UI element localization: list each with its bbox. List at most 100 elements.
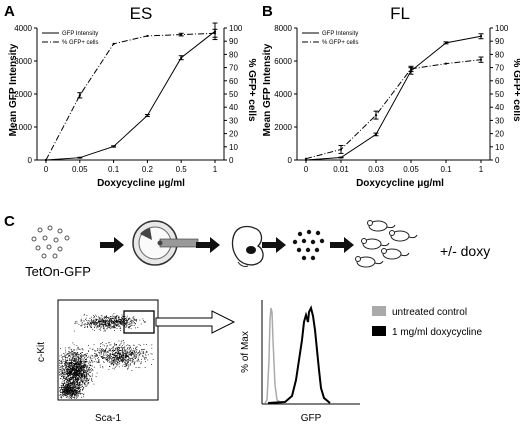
dot-plot-event [94,322,96,324]
dot-plot-event [90,316,92,318]
dot-plot-event [82,394,84,396]
chart-fl-point [374,133,378,136]
dot-plot-event [113,364,114,365]
dot-plot-event [64,388,65,390]
dot-plot-event [127,364,129,366]
dot-plot-event [130,325,132,327]
dot-plot-event [71,354,73,356]
dot-plot-event [72,367,74,368]
dot-plot-event [81,373,82,375]
dot-plot-event [69,390,71,391]
dot-plot-event [73,393,74,395]
dot-plot-event [82,380,84,382]
dot-plot-event [66,383,68,385]
dot-plot-event [78,382,80,384]
dot-plot-event [71,397,72,399]
dot-plot-event [117,320,118,322]
dot-plot-event [99,324,101,325]
dot-plot-event [68,368,69,370]
dot-plot-event [63,383,65,384]
dot-plot-event [112,327,114,329]
dot-plot-event [74,385,76,387]
dot-plot-event [70,390,71,392]
chart-fl-y2tick-label: 90 [495,37,504,46]
dot-plot-event [62,390,64,392]
dot-plot-event [62,356,63,358]
chart-es-series-1-line [45,30,216,161]
dot-plot-event [76,375,78,376]
dot-plot-event [73,355,75,357]
dot-plot-event [67,364,69,365]
dot-plot-event [74,352,76,353]
dot-plot-event [76,384,78,386]
dot-plot-event [140,323,142,325]
dot-plot-event [91,377,92,379]
dot-plot-event [66,394,68,395]
dot-plot-event [70,393,72,395]
dot-plot-event [103,327,104,329]
dot-plot-event [79,363,81,365]
dot-plot-event [119,327,121,329]
dot-plot-event [73,386,75,388]
chart-fl-y2tick-label: 80 [495,50,504,59]
dot-plot-event [64,391,66,393]
dot-plot-event [125,365,127,367]
dot-plot-event [83,375,85,376]
dot-plot-event [123,347,125,349]
dot-plot-event [107,321,109,323]
dot-plot-event [64,369,65,370]
dot-plot-event [92,361,93,363]
dot-plot-event [122,349,123,350]
dot-plot-event [138,359,139,360]
chart-fl-xtick-label: 0.03 [368,165,384,174]
dot-plot-event [70,385,72,386]
dot-plot-event [80,380,82,382]
dot-plot-event [71,351,73,352]
dot-plot-event [66,395,68,397]
dot-plot-event [69,366,71,368]
dot-plot-event [132,352,134,353]
dot-plot-event [80,368,82,369]
dot-plot-event [71,372,73,374]
dot-plot-event [70,382,71,383]
dot-plot-event [81,366,83,367]
dot-plot-event [114,319,115,321]
dot-plot-event [71,391,73,393]
dot-plot-event [126,363,128,365]
dot-plot-event [74,387,76,389]
dot-plot-event [83,371,85,373]
dot-plot-event [107,320,109,322]
dot-plot-event [121,355,122,356]
dot-plot-event [100,350,102,351]
chart-es-point [146,34,149,38]
dot-plot-event [118,322,120,324]
chart-fl-ytick-label: 0 [288,156,293,165]
dot-plot-event [68,384,69,385]
dot-plot-event [59,373,60,375]
dot-plot-event [142,355,144,356]
dot-plot-event [120,319,122,321]
dot-plot-event [141,353,143,355]
dot-plot-event [74,365,76,367]
chart-es-y2tick-label: 10 [229,143,238,152]
dot-plot-event [126,356,127,357]
dot-plot-event [122,355,123,356]
dot-plot-event [68,365,70,366]
dot-plot-event [113,323,115,325]
dot-plot-event [62,365,63,367]
dot-plot-event [60,394,62,395]
dot-plot-event [116,355,118,356]
dot-plot-event [128,352,130,353]
dot-plot-event [108,350,110,351]
dot-plot-event [78,361,80,363]
dot-plot-event [63,393,64,395]
dot-plot-event [76,379,77,380]
dot-plot-event [107,361,109,362]
dot-plot-event [78,379,80,380]
dot-plot-event [135,347,137,348]
dot-plot-event [110,325,111,327]
dot-plot-event [133,325,135,326]
dot-plot-event [96,325,98,327]
dot-plot-event [90,321,92,323]
dot-plot-event [85,358,86,360]
